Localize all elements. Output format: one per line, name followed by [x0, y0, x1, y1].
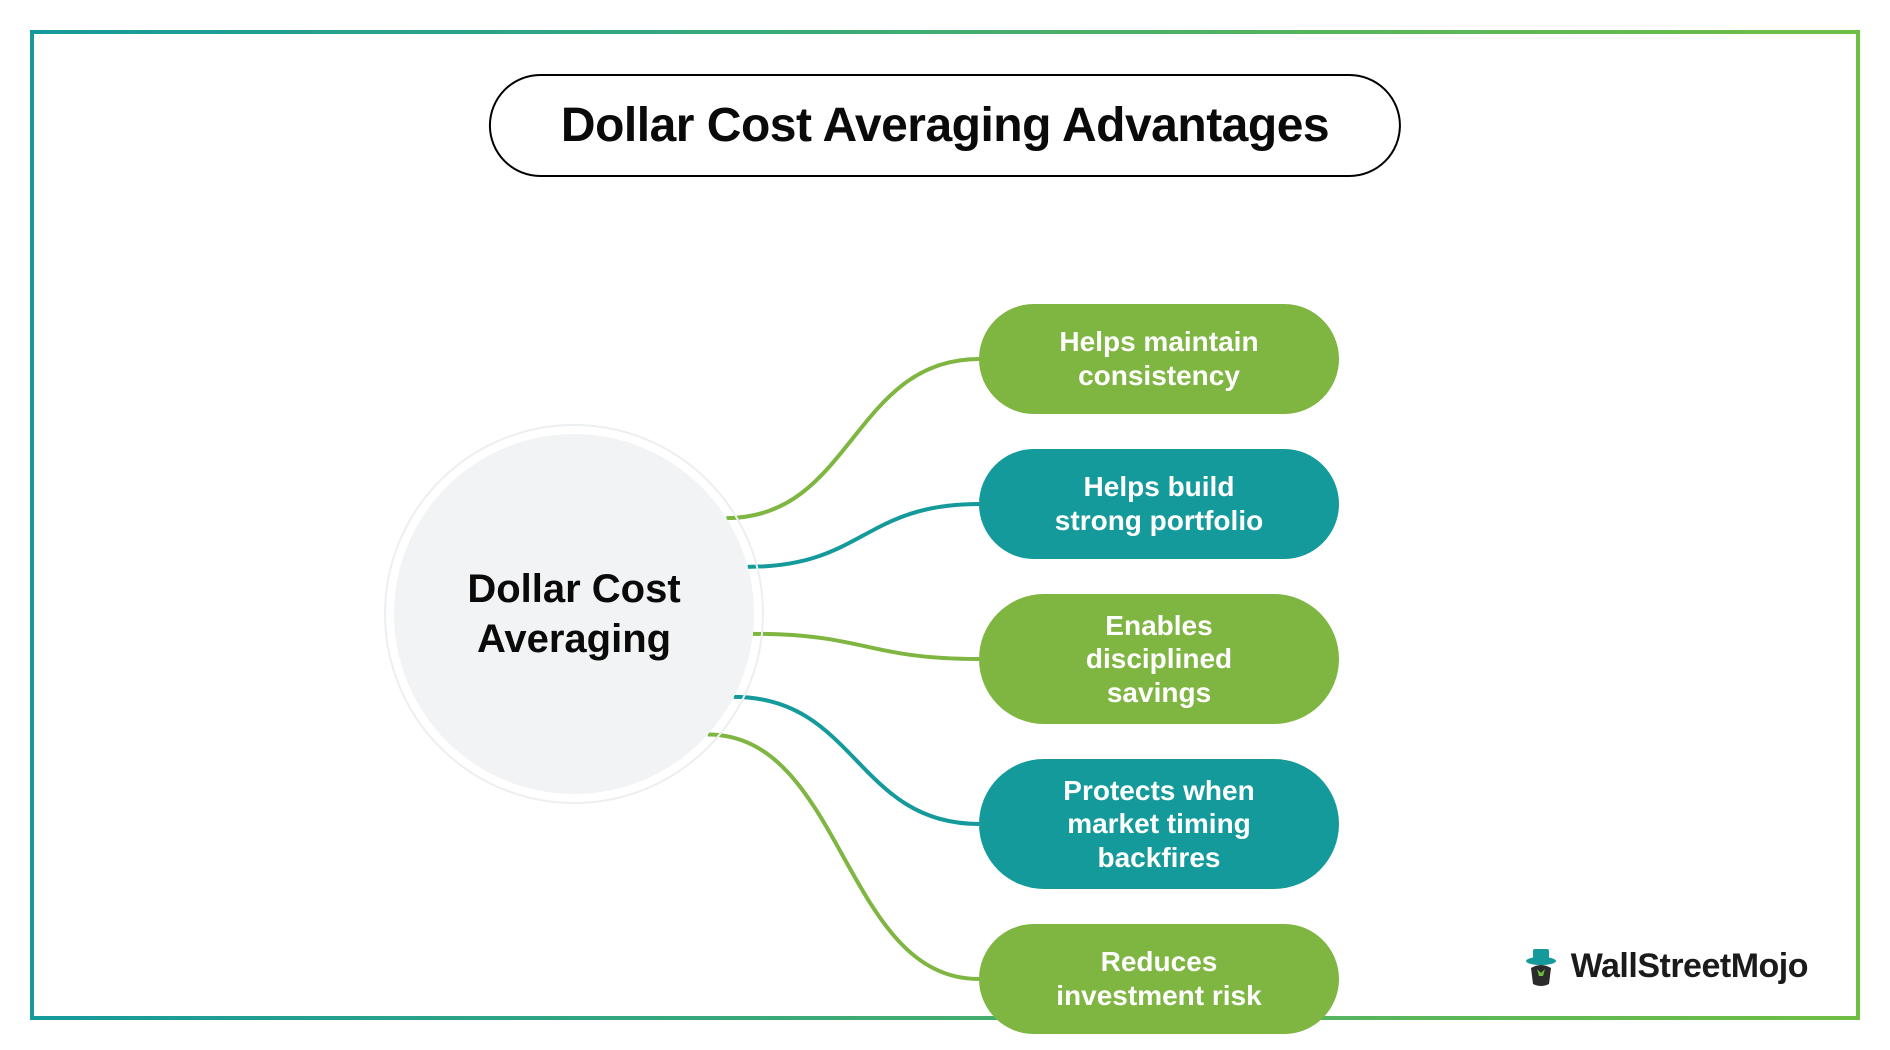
branch-pill-3: Protects when market timing backfires: [979, 759, 1339, 889]
diagram-area: Dollar Cost Averaging Helps maintain con…: [34, 234, 1856, 1016]
branch-label-2: Enables disciplined savings: [1086, 609, 1232, 710]
branch-label-4: Reduces investment risk: [1056, 945, 1261, 1012]
branch-pill-1: Helps build strong portfolio: [979, 449, 1339, 559]
branch-label-0: Helps maintain consistency: [1059, 325, 1258, 392]
branch-pill-0: Helps maintain consistency: [979, 304, 1339, 414]
connectors-svg: [34, 234, 1856, 1016]
branch-pill-2: Enables disciplined savings: [979, 594, 1339, 724]
connector-2: [753, 634, 979, 659]
branch-label-3: Protects when market timing backfires: [1063, 774, 1254, 875]
connector-0: [726, 359, 979, 518]
connector-1: [748, 504, 979, 567]
brand-logo-text: WallStreetMojo: [1571, 947, 1808, 986]
center-node: Dollar Cost Averaging: [394, 434, 754, 794]
title-text: Dollar Cost Averaging Advantages: [561, 98, 1329, 153]
connector-4: [708, 735, 979, 979]
title-pill: Dollar Cost Averaging Advantages: [489, 74, 1401, 177]
center-label: Dollar Cost Averaging: [394, 564, 754, 664]
branch-pill-4: Reduces investment risk: [979, 924, 1339, 1034]
branch-label-1: Helps build strong portfolio: [1055, 470, 1263, 537]
brand-logo-icon: [1519, 944, 1563, 988]
infographic-frame: Dollar Cost Averaging Advantages Dollar …: [30, 30, 1860, 1020]
brand-logo: WallStreetMojo: [1519, 944, 1808, 988]
connector-3: [734, 697, 979, 824]
